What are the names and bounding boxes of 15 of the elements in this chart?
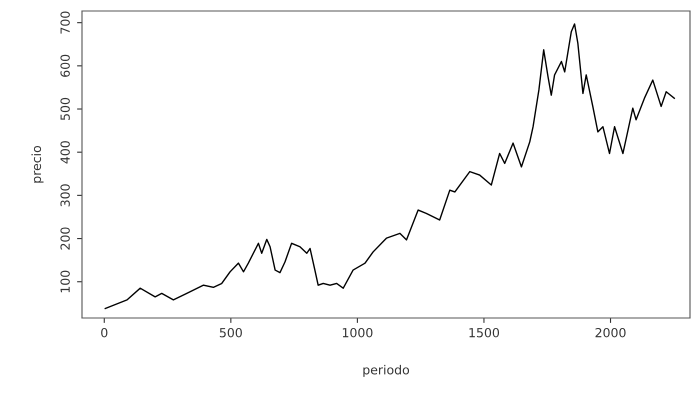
y-tick-label: 700: [60, 12, 70, 34]
y-tick-label: 300: [60, 184, 70, 206]
y-tick-label: 400: [60, 141, 70, 164]
line-series: [104, 23, 675, 310]
y-tick-label: 500: [60, 98, 70, 120]
x-axis-title: periodo: [363, 364, 410, 377]
y-tick-label: 100: [60, 270, 70, 292]
x-tick-label: 1000: [342, 328, 372, 338]
x-tick-label: 500: [220, 328, 242, 338]
y-axis-title: precio: [31, 146, 44, 183]
x-tick-label: 2000: [596, 328, 626, 338]
y-tick-label: 600: [60, 54, 70, 77]
x-tick-label: 0: [101, 328, 108, 338]
y-tick-label: 200: [60, 227, 70, 250]
x-tick-label: 1500: [469, 328, 500, 338]
